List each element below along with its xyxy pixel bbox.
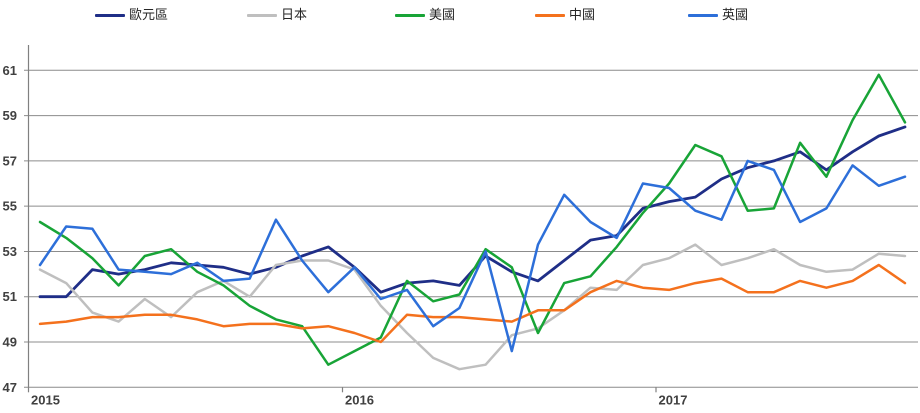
series-line-uk xyxy=(38,159,907,353)
y-axis-label-47: 47 xyxy=(3,380,17,395)
legend-item-label: 中國 xyxy=(569,7,596,22)
legend-item-label: 歐元區 xyxy=(129,7,169,22)
legend-item-3: 美國 xyxy=(395,7,455,23)
y-axis-label-55: 55 xyxy=(3,199,17,214)
legend-item-label: 美國 xyxy=(429,7,456,22)
x-axis-label-2015: 2015 xyxy=(31,393,60,408)
legend-item-label: 英國 xyxy=(722,7,749,22)
y-axis-label-57: 57 xyxy=(3,153,17,168)
legend-line-swatch-icon xyxy=(535,13,565,17)
y-axis-label-59: 59 xyxy=(3,108,17,123)
y-axis-label-49: 49 xyxy=(3,335,17,350)
legend-item-4: 中國 xyxy=(535,7,595,23)
legend-item-label: 日本 xyxy=(281,7,308,22)
y-axis-label-61: 61 xyxy=(3,63,17,78)
legend-item-1: 歐元區 xyxy=(95,7,168,23)
legend-line-swatch-icon xyxy=(395,13,425,17)
legend-line-swatch-icon xyxy=(247,13,277,17)
series-line-japan xyxy=(38,243,907,371)
chart-legend: 歐元區 日本 美國 中國 英國 xyxy=(0,0,920,30)
legend-item-2: 日本 xyxy=(247,7,307,23)
y-axis-label-51: 51 xyxy=(3,289,17,304)
x-axis-label-2017: 2017 xyxy=(659,393,688,408)
x-axis-label-2016: 2016 xyxy=(345,393,374,408)
legend-line-swatch-icon xyxy=(95,13,125,17)
legend-item-5: 英國 xyxy=(688,7,748,23)
y-axis-label-53: 53 xyxy=(3,244,17,259)
series-line-china xyxy=(38,263,907,344)
legend-line-swatch-icon xyxy=(688,13,718,17)
series-line-us xyxy=(38,73,907,366)
